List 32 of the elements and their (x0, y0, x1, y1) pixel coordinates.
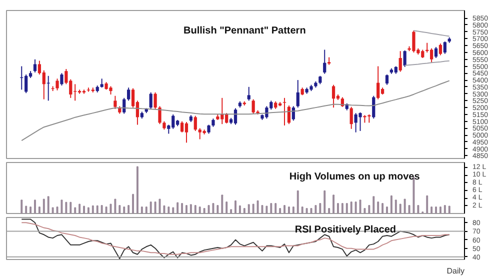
candlestick (292, 106, 295, 122)
candlestick (184, 122, 188, 144)
candlestick (194, 115, 197, 132)
candlestick (323, 49, 326, 74)
candlestick (438, 43, 442, 56)
text: RSI Positively Placed (294, 224, 396, 236)
candlestick (398, 50, 402, 72)
candlestick (403, 50, 406, 68)
candlestick (33, 58, 37, 73)
candlestick (154, 92, 157, 110)
candlestick (127, 87, 130, 102)
candlestick (60, 72, 64, 86)
candlestick (296, 80, 300, 108)
candlestick (430, 48, 434, 64)
candlestick (158, 106, 162, 125)
candlestick (56, 78, 59, 91)
candlestick (180, 120, 184, 133)
candlestick (247, 86, 250, 102)
candlestick (332, 84, 336, 108)
candlestick (149, 92, 152, 110)
candlestick (376, 66, 380, 100)
line-series (21, 80, 450, 142)
candlestick (385, 74, 389, 86)
candlestick (350, 106, 353, 130)
candlestick (234, 108, 238, 126)
candlestick (114, 95, 117, 110)
candlestick (372, 95, 376, 120)
text: Bullish "Pennant" Pattern (184, 26, 306, 37)
text: Daily (446, 266, 464, 276)
candlestick (443, 40, 446, 54)
text: High Volumes on up moves (289, 171, 420, 182)
candlestick (434, 46, 438, 58)
